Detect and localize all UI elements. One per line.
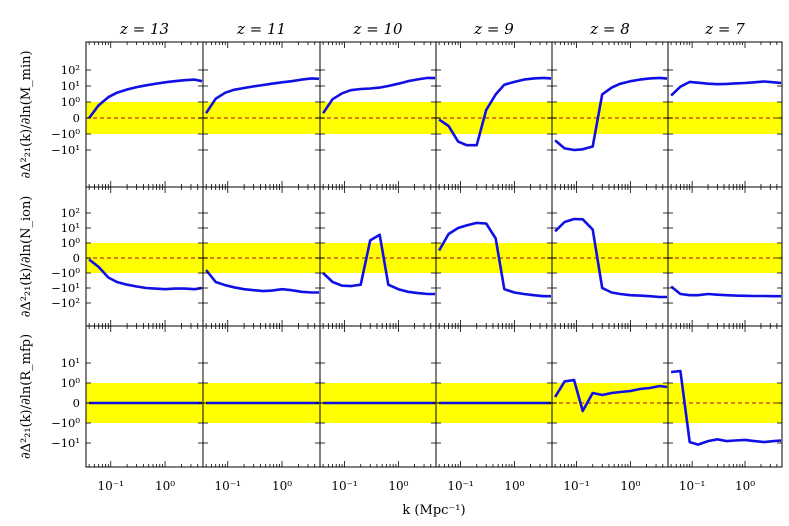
y-tick-label: −10⁰ xyxy=(51,266,80,280)
series-line xyxy=(670,80,782,97)
y-tick-label: 0 xyxy=(73,251,80,265)
x-tick-label: 10⁰ xyxy=(388,479,408,493)
y-tick-label: 10⁰ xyxy=(61,376,81,390)
series-line xyxy=(322,233,435,296)
x-tick-label: 10⁻¹ xyxy=(447,479,473,493)
x-tick-label: 10⁻¹ xyxy=(679,479,705,493)
panel-r3-c6 xyxy=(667,325,783,468)
x-tick-label: 10⁻¹ xyxy=(331,479,357,493)
panel-frame xyxy=(667,325,783,468)
panel-r2-c5 xyxy=(551,186,669,327)
series-line xyxy=(322,76,436,114)
panel-r3-c4 xyxy=(435,325,553,468)
panel-r1-c5 xyxy=(551,41,669,188)
y-tick-label: −10¹ xyxy=(51,143,80,157)
y-tick-label: −10⁰ xyxy=(51,127,80,141)
series-line xyxy=(670,369,782,446)
series-line xyxy=(553,378,668,413)
y-tick-label: 10¹ xyxy=(61,79,80,93)
x-tick-label: 10⁻¹ xyxy=(98,479,124,493)
y-tick-label: 10¹ xyxy=(61,356,80,370)
series-line xyxy=(670,285,782,298)
panel-r3-c1 xyxy=(85,325,204,468)
series-line xyxy=(88,258,203,291)
panel-r2-c1 xyxy=(85,186,204,327)
y-tick-label: 10⁰ xyxy=(61,236,81,250)
y-tick-label: −10¹ xyxy=(51,281,80,295)
row-ylabel-3: ∂Δ²₂₁(k)/∂ln(R_mfp) xyxy=(19,334,34,459)
y-tick-label: 10² xyxy=(61,63,80,77)
panel-r2-c3 xyxy=(319,186,437,327)
series-line xyxy=(438,76,552,147)
y-tick-label: 10⁰ xyxy=(61,95,81,109)
panel-r1-c1 xyxy=(85,41,204,188)
y-tick-label: −10¹ xyxy=(51,436,80,450)
row-ylabel-2: ∂Δ²₂₁(k)/∂ln(N_ion) xyxy=(19,196,34,318)
column-title-z6: z = 7 xyxy=(704,20,745,38)
panel-r1-c6 xyxy=(667,41,783,188)
column-title-z2: z = 11 xyxy=(236,20,286,38)
panel-r2-c2 xyxy=(202,186,321,327)
panel-r2-c6 xyxy=(667,186,783,327)
y-tick-label: 0 xyxy=(73,396,80,410)
column-title-z4: z = 9 xyxy=(473,20,514,38)
x-tick-label: 10⁰ xyxy=(504,479,524,493)
column-title-z5: z = 8 xyxy=(589,20,630,38)
y-tick-label: −10² xyxy=(51,296,80,310)
x-tick-label: 10⁰ xyxy=(272,479,292,493)
panel-r3-c3 xyxy=(319,325,437,468)
y-tick-label: −10⁰ xyxy=(51,416,80,430)
panel-r1-c4 xyxy=(435,41,553,188)
panel-r3-c2 xyxy=(202,325,321,468)
panel-r3-c5 xyxy=(551,325,669,468)
y-tick-label: 10² xyxy=(61,206,80,220)
y-tick-label: 0 xyxy=(73,111,80,125)
panel-r1-c3 xyxy=(319,41,437,188)
series-line xyxy=(554,217,667,299)
panel-r1-c2 xyxy=(202,41,321,188)
series-line xyxy=(554,76,668,152)
x-axis-label: k (Mpc⁻¹) xyxy=(402,503,465,518)
series-line xyxy=(437,221,551,298)
x-tick-label: 10⁻¹ xyxy=(215,479,241,493)
x-tick-label: 10⁰ xyxy=(155,479,175,493)
series-line xyxy=(205,77,320,114)
series-line xyxy=(205,269,319,294)
column-title-z3: z = 10 xyxy=(352,20,403,38)
column-title-z1: z = 13 xyxy=(119,20,169,38)
x-tick-label: 10⁻¹ xyxy=(563,479,589,493)
series-line xyxy=(88,78,203,119)
panel-r2-c4 xyxy=(435,186,553,327)
x-tick-label: 10⁰ xyxy=(620,479,640,493)
x-tick-label: 10⁰ xyxy=(735,479,755,493)
y-tick-label: 10¹ xyxy=(61,221,80,235)
row-ylabel-1: ∂Δ²₂₁(k)/∂ln(M_min) xyxy=(19,50,34,178)
